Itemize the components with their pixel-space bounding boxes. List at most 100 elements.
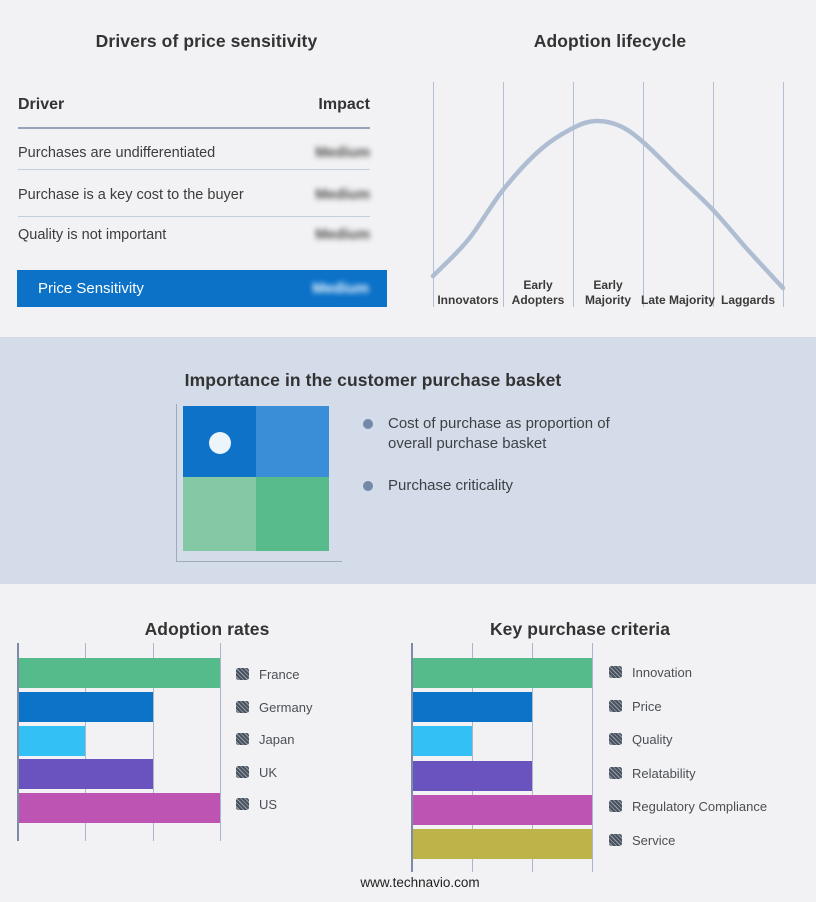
matrix-quadrant-bottom-right	[256, 477, 329, 551]
column-header-driver: Driver	[18, 96, 65, 113]
gridline	[573, 82, 574, 307]
legend-item-price: Price	[609, 698, 662, 714]
driver-cell: Purchases are undifferentiated	[18, 145, 216, 161]
bullet-item: Cost of purchase as proportion of overal…	[362, 414, 612, 453]
legend-swatch-icon	[609, 834, 622, 846]
legend-item-service: Service	[609, 832, 675, 848]
stage-label-early-majority: Early Majority	[584, 278, 631, 307]
table-divider	[18, 169, 370, 170]
y-axis-line	[411, 643, 413, 872]
bar-us	[19, 793, 220, 823]
legend-swatch-icon	[236, 668, 249, 680]
driver-cell: Purchase is a key cost to the buyer	[18, 187, 244, 203]
legend-item-quality: Quality	[609, 731, 672, 747]
bar-service	[413, 829, 592, 859]
stage-label-early-adopters: Early Adopters	[511, 278, 565, 307]
gridline	[592, 643, 593, 872]
gridline	[433, 82, 434, 307]
gridline	[85, 643, 86, 841]
y-axis-line	[17, 643, 19, 841]
gridline	[713, 82, 714, 307]
gridline	[153, 643, 154, 841]
impact-value-blurred: Medium	[312, 280, 369, 297]
column-header-impact: Impact	[318, 96, 370, 113]
legend-swatch-icon	[236, 733, 249, 745]
legend-swatch-icon	[236, 798, 249, 810]
bar-uk	[19, 759, 153, 789]
stage-label-innovators: Innovators	[437, 292, 499, 307]
driver-cell: Quality is not important	[18, 227, 167, 243]
bar-quality	[413, 726, 472, 756]
legend-label: France	[259, 666, 300, 682]
legend-item-us: US	[236, 796, 277, 812]
legend-item-innovation: Innovation	[609, 664, 692, 680]
importance-title: Importance in the customer purchase bask…	[184, 369, 562, 390]
legend-label: Regulatory Compliance	[632, 798, 768, 814]
gridline	[472, 643, 473, 872]
legend-label: Price	[632, 698, 662, 714]
bar-price	[413, 692, 532, 722]
price-sensitivity-summary-row: Price Sensitivity Medium	[17, 270, 387, 307]
gridline	[503, 82, 504, 307]
legend-item-uk: UK	[236, 764, 277, 780]
table-row: Quality is not important Medium	[18, 225, 370, 245]
legend-label: US	[259, 796, 278, 812]
price-sensitivity-label: Price Sensitivity	[38, 280, 144, 297]
importance-bullet-list: Cost of purchase as proportion of overal…	[362, 414, 612, 519]
footer-url: www.technavio.com	[360, 875, 480, 890]
legend-item-regulatory-compliance: Regulatory Compliance	[609, 798, 767, 814]
bar-france	[19, 658, 220, 688]
gridline	[532, 643, 533, 872]
bar-relatability	[413, 761, 532, 791]
matrix-x-axis	[176, 561, 342, 562]
bullet-item: Purchase criticality	[362, 476, 612, 496]
lifecycle-title: Adoption lifecycle	[533, 30, 687, 51]
matrix-quadrant-bottom-left	[183, 477, 256, 551]
legend-label: Innovation	[632, 664, 692, 680]
gridline	[220, 643, 221, 841]
legend-label: Relatability	[632, 765, 696, 781]
legend-label: Germany	[259, 699, 313, 715]
band-background	[0, 337, 816, 584]
drivers-title: Drivers of price sensitivity	[95, 30, 318, 51]
matrix-quadrant-top-right	[256, 406, 329, 477]
table-header-divider	[18, 127, 370, 129]
legend-swatch-icon	[236, 701, 249, 713]
matrix-y-axis	[176, 404, 177, 562]
impact-value-blurred: Medium	[315, 227, 370, 243]
legend-label: Japan	[259, 731, 295, 747]
legend-item-france: France	[236, 666, 299, 682]
gridline	[783, 82, 784, 307]
legend-item-germany: Germany	[236, 699, 312, 715]
legend-swatch-icon	[609, 767, 622, 779]
legend-label: UK	[259, 764, 278, 780]
legend-label: Quality	[632, 731, 673, 747]
stage-label-late-majority: Late Majority	[640, 292, 715, 307]
key-purchase-criteria-title: Key purchase criteria	[489, 618, 671, 639]
drivers-table-header: Driver Impact	[18, 96, 370, 114]
legend-item-japan: Japan	[236, 731, 294, 747]
legend-swatch-icon	[609, 733, 622, 745]
bar-innovation	[413, 658, 592, 688]
bar-regulatory-compliance	[413, 795, 592, 825]
legend-swatch-icon	[609, 666, 622, 678]
stage-label-laggards: Laggards	[720, 292, 775, 307]
bar-japan	[19, 726, 85, 756]
table-divider	[18, 216, 370, 217]
matrix-marker-dot	[209, 432, 231, 454]
adoption-rates-title: Adoption rates	[144, 618, 270, 639]
legend-swatch-icon	[609, 800, 622, 812]
gridline	[643, 82, 644, 307]
legend-item-relatability: Relatability	[609, 765, 696, 781]
table-row: Purchase is a key cost to the buyer Medi…	[18, 185, 370, 205]
